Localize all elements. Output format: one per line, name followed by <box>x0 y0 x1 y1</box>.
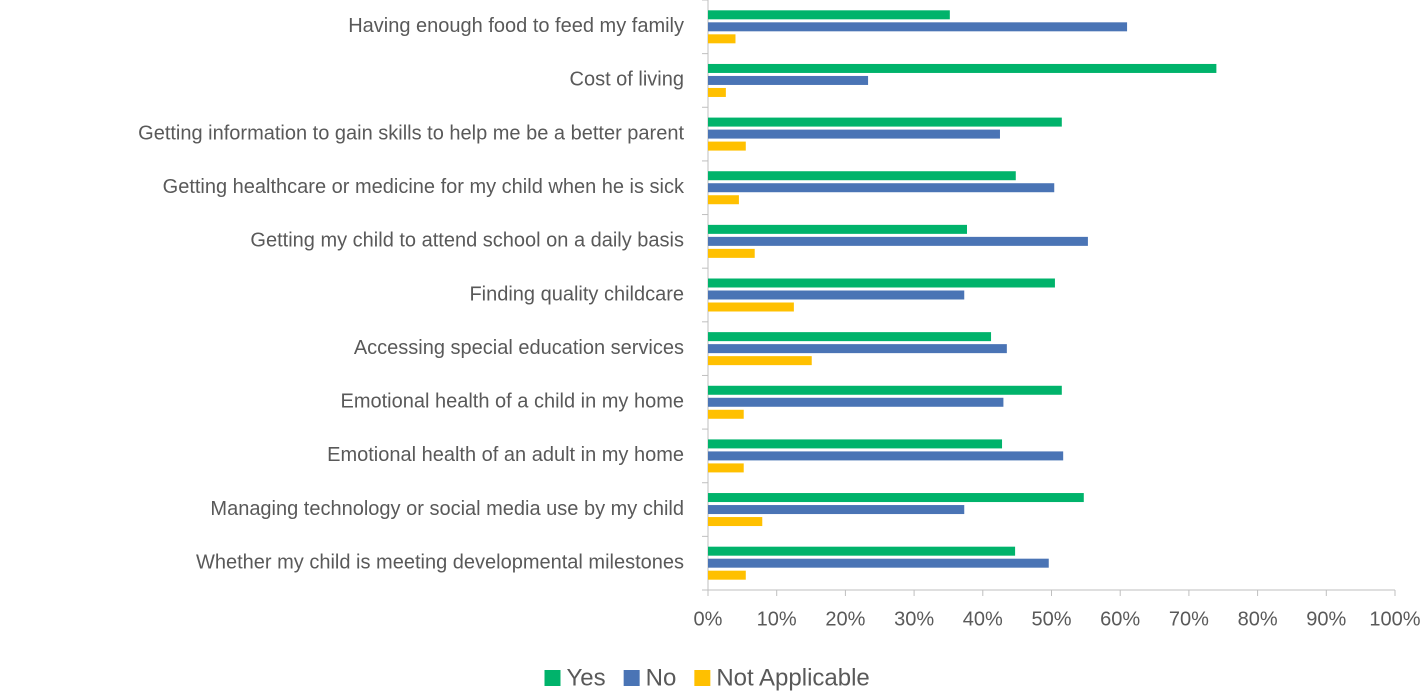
bar <box>708 278 1055 288</box>
y-tick-label: Accessing special education services <box>354 337 684 359</box>
x-tick-label: 50% <box>1031 608 1071 630</box>
bar <box>708 141 746 151</box>
bar <box>708 505 965 515</box>
x-tick-label: 40% <box>963 608 1003 630</box>
x-tick-label: 90% <box>1306 608 1346 630</box>
y-tick-label: Cost of living <box>570 69 685 91</box>
y-tick-label: Having enough food to feed my family <box>348 15 684 37</box>
legend-label: No <box>646 664 677 691</box>
legend-swatch <box>544 670 561 686</box>
x-tick-label: 0% <box>694 608 723 630</box>
legend-swatch <box>694 670 711 686</box>
bar <box>708 75 869 85</box>
legend-label: Yes <box>567 664 606 691</box>
bar <box>708 517 763 527</box>
bar <box>708 248 755 258</box>
y-tick-label: Getting healthcare or medicine for my ch… <box>163 176 685 198</box>
legend-swatch <box>623 670 640 686</box>
y-tick-label: Finding quality childcare <box>469 283 684 305</box>
legend-label: Not Applicable <box>716 664 869 691</box>
bar <box>708 171 1016 181</box>
bar <box>708 236 1088 246</box>
y-tick-label: Getting my child to attend school on a d… <box>250 230 684 252</box>
bar <box>708 344 1007 354</box>
bar <box>708 63 1217 73</box>
x-tick-label: 30% <box>894 608 934 630</box>
bar <box>708 493 1084 503</box>
y-tick-label: Getting information to gain skills to he… <box>138 122 684 144</box>
bar <box>708 356 812 366</box>
x-tick-label: 80% <box>1238 608 1278 630</box>
x-tick-label: 20% <box>825 608 865 630</box>
x-tick-label: 60% <box>1100 608 1140 630</box>
bar <box>708 224 967 234</box>
bar <box>708 117 1062 127</box>
bar <box>708 195 739 205</box>
bar <box>708 129 1000 139</box>
bar <box>708 546 1016 556</box>
y-tick-label: Whether my child is meeting developmenta… <box>196 551 684 573</box>
bar <box>708 570 746 580</box>
bar <box>708 409 744 419</box>
bar <box>708 10 950 20</box>
bar <box>708 397 1004 407</box>
x-tick-label: 70% <box>1169 608 1209 630</box>
bar <box>708 183 1055 193</box>
bar <box>708 451 1064 461</box>
bar <box>708 439 1003 449</box>
y-tick-label: Emotional health of an adult in my home <box>327 444 684 466</box>
bar <box>708 290 965 300</box>
bar <box>708 385 1062 395</box>
y-tick-label: Emotional health of a child in my home <box>340 391 684 413</box>
x-tick-label: 100% <box>1369 608 1420 630</box>
bar <box>708 463 744 473</box>
bar <box>708 22 1128 32</box>
y-tick-label: Managing technology or social media use … <box>210 498 684 520</box>
x-tick-label: 10% <box>757 608 797 630</box>
bar <box>708 34 736 44</box>
bar <box>708 558 1049 568</box>
bar <box>708 332 992 342</box>
bar <box>708 87 726 97</box>
bar <box>708 302 794 312</box>
